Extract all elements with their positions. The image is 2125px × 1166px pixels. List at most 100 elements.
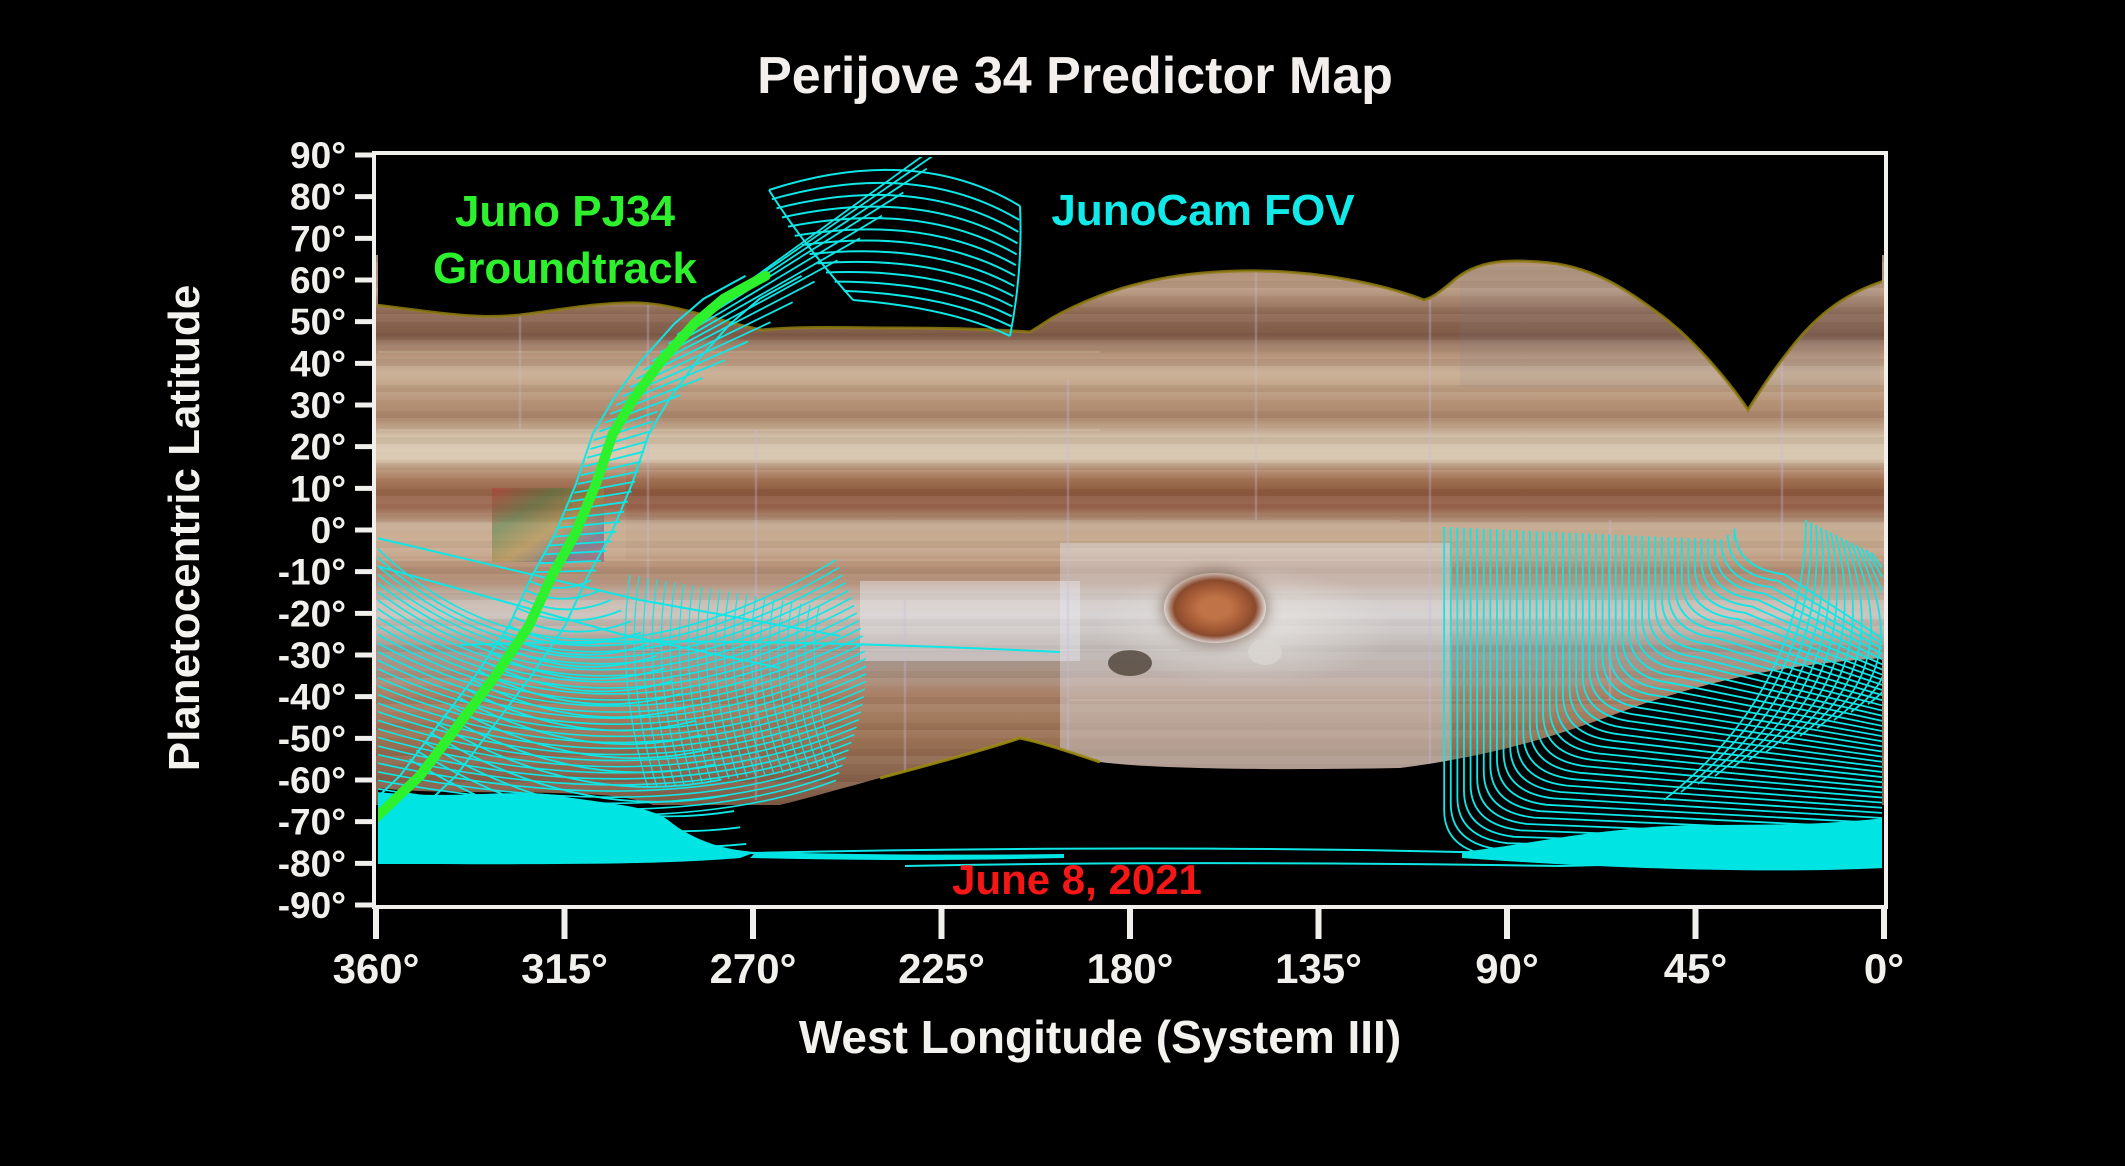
fov-south-arc xyxy=(378,673,867,732)
fov-south-arc xyxy=(378,599,855,677)
y-tick-label: 60° xyxy=(290,260,346,301)
fov-right-swath-line xyxy=(1601,534,1882,743)
fov-arc xyxy=(817,260,1014,298)
fov-south-arc xyxy=(378,756,846,798)
fov-east-fan-arc xyxy=(1782,537,1854,745)
fov-east-fan-arc xyxy=(1731,529,1831,769)
fov-right-swath-line xyxy=(1588,533,1882,753)
fov-east-fan-arc xyxy=(1663,519,1807,801)
x-tick-label: 0° xyxy=(1864,945,1904,992)
fov-east-fan-arc xyxy=(1799,539,1863,737)
fov-solid-coverage xyxy=(378,792,1882,871)
fov-arc xyxy=(801,239,1016,277)
fov-right-swath-line xyxy=(1661,536,1882,697)
fov-right-swath-line xyxy=(1542,531,1882,789)
fov-arc xyxy=(787,217,1018,256)
fov-south-arc xyxy=(378,582,849,665)
fov-south-arc xyxy=(378,642,865,707)
fov-mesh-line xyxy=(768,598,793,773)
fov-right-swath-line xyxy=(1568,532,1882,768)
y-tick-label: -80° xyxy=(278,843,346,884)
fov-east-fan-arc xyxy=(1680,522,1812,793)
groundtrack-legend-line2: Groundtrack xyxy=(432,244,698,293)
fov-right-swath-line xyxy=(1463,527,1882,850)
fov-south-arc xyxy=(378,696,865,750)
y-tick-label: 90° xyxy=(290,135,346,176)
fov-mesh-line xyxy=(714,589,739,779)
fov-mesh-line xyxy=(642,577,667,787)
fov-arc xyxy=(843,289,1012,328)
fov-right-swath-line xyxy=(1555,532,1882,778)
figure-title: Perijove 34 Predictor Map xyxy=(757,47,1393,105)
fov-mesh-line xyxy=(741,594,766,776)
fov-legend: JunoCam FOV xyxy=(1051,186,1355,235)
fov-right-swath-line xyxy=(1667,537,1882,691)
fov-south-arc xyxy=(378,680,866,738)
x-axis-title: West Longitude (System III) xyxy=(798,1011,1402,1063)
fov-south-arc xyxy=(378,749,849,792)
dark-oval xyxy=(1108,650,1152,676)
fov-mesh-line xyxy=(633,576,658,788)
fov-east-fan-arc xyxy=(1865,549,1882,705)
x-tick-label: 45° xyxy=(1664,945,1728,992)
fov-east-fan-arc xyxy=(1816,542,1872,729)
y-tick-label: 80° xyxy=(290,177,346,218)
south-polar-fill-east xyxy=(1462,818,1882,871)
fov-right-swath-line xyxy=(1608,534,1882,738)
y-tick-label: -50° xyxy=(278,718,346,759)
fov-right-swath-line xyxy=(1456,527,1882,855)
fov-right-swath-line xyxy=(1509,530,1882,814)
fov-mesh-line xyxy=(777,600,802,772)
x-tick-label: 90° xyxy=(1475,945,1539,992)
fov-south-arc xyxy=(378,734,855,780)
coverage-mask xyxy=(378,157,1882,903)
fov-fan-left-edge xyxy=(768,189,854,301)
fov-right-swath-line xyxy=(1654,536,1882,702)
fov-right-swath-line xyxy=(1496,529,1882,824)
fov-right-swath-line xyxy=(1647,536,1882,707)
fov-right-swath-line xyxy=(1694,538,1882,671)
y-tick-label: -90° xyxy=(278,885,346,926)
fov-right-swath-line xyxy=(1674,537,1882,686)
fov-right-swath-line xyxy=(1575,533,1882,763)
y-tick-label: 50° xyxy=(290,302,346,343)
fov-east-fan-arc xyxy=(1748,532,1838,761)
groundtrack-path xyxy=(378,270,771,823)
fov-right-swath-line xyxy=(1707,539,1882,661)
fov-bottom-edge xyxy=(459,640,1061,653)
fov-south-arc xyxy=(378,547,837,641)
fov-right-swath-line xyxy=(1482,528,1882,835)
y-tick-label: 10° xyxy=(290,468,346,509)
fov-right-swath-line xyxy=(1529,530,1882,799)
fov-arc xyxy=(794,228,1017,266)
x-tick-label: 225° xyxy=(898,945,985,992)
fov-mesh-line xyxy=(660,580,685,785)
fov-right-swath-line xyxy=(1720,539,1882,650)
fov-south-arc xyxy=(378,718,860,768)
fov-south-arc xyxy=(378,726,857,774)
fov-right-swath-line xyxy=(1680,537,1882,681)
x-tick-label: 360° xyxy=(333,945,420,992)
x-tick-label: 315° xyxy=(521,945,608,992)
fov-mesh-line xyxy=(813,606,838,768)
fov-arc xyxy=(781,205,1019,245)
x-tick-label: 135° xyxy=(1275,945,1362,992)
y-tick-label: -20° xyxy=(278,593,346,634)
fov-arc xyxy=(776,193,1019,233)
fov-arc xyxy=(825,271,1013,308)
fov-mesh-line xyxy=(705,588,730,780)
fov-east-fan-arc xyxy=(1697,524,1818,785)
groundtrack-legend-line1: Juno PJ34 xyxy=(454,187,676,236)
great-red-spot xyxy=(1164,573,1266,643)
fov-south-arc xyxy=(378,616,860,689)
fov-right-swath-line xyxy=(1522,530,1882,804)
fov-right-swath-line xyxy=(1548,531,1882,784)
fov-south-arc xyxy=(378,590,852,671)
y-tick-label: 70° xyxy=(290,218,346,259)
x-tick-label: 270° xyxy=(710,945,797,992)
fov-right-swath-line xyxy=(1628,535,1882,722)
fov-arc xyxy=(852,299,1011,337)
y-tick-label: 20° xyxy=(290,427,346,468)
fov-east-fan-arc xyxy=(1833,544,1882,721)
